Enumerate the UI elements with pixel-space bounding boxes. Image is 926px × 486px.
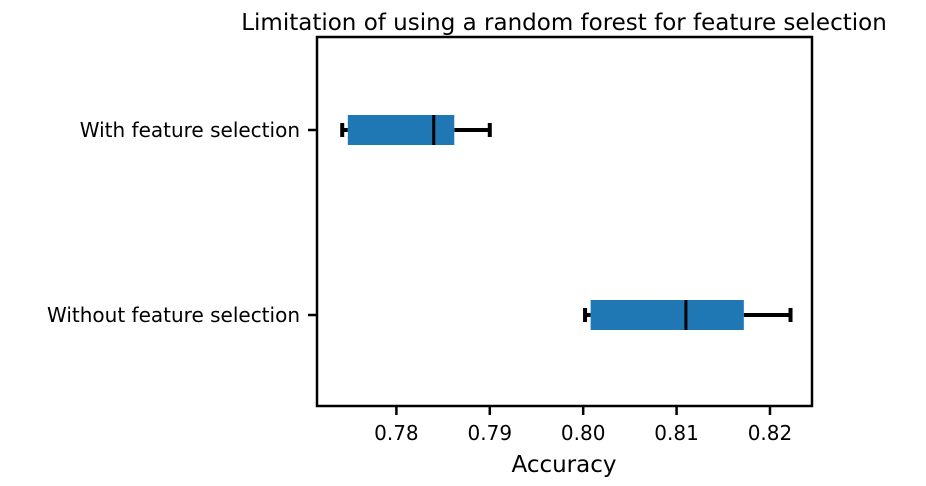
- box-group: [340, 115, 492, 145]
- x-axis-label: Accuracy: [511, 452, 616, 478]
- chart-title: Limitation of using a random forest for …: [241, 10, 887, 36]
- x-tick-label: 0.78: [374, 421, 419, 445]
- plot-frame: [315, 35, 814, 408]
- x-tick-label: 0.79: [468, 421, 513, 445]
- box-group: [583, 300, 793, 330]
- x-axis: 0.78 0.79 0.80 0.81 0.82: [374, 406, 792, 445]
- x-tick-label: 0.81: [654, 421, 699, 445]
- y-tick-label: Without feature selection: [47, 303, 300, 327]
- y-axis: With feature selection Without feature se…: [47, 118, 317, 327]
- box: [347, 115, 455, 145]
- x-tick-label: 0.80: [561, 421, 606, 445]
- x-tick-label: 0.82: [748, 421, 793, 445]
- y-tick-label: With feature selection: [80, 118, 300, 142]
- box: [590, 300, 744, 330]
- plot-area: [340, 115, 793, 330]
